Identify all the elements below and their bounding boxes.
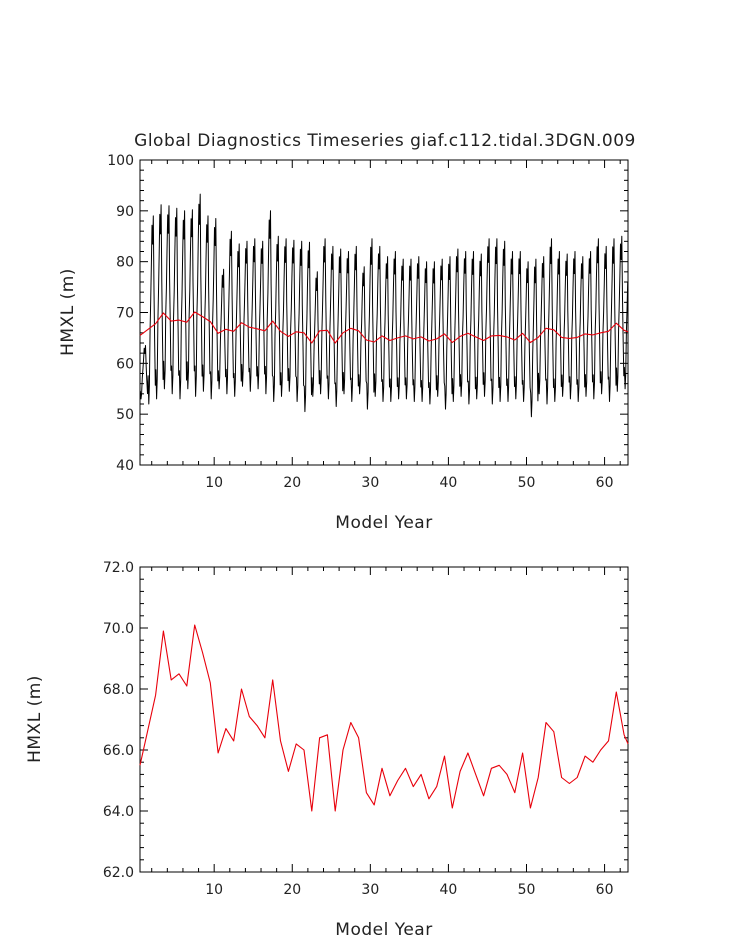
y-tick-label: 70.0 bbox=[103, 621, 134, 637]
x-tick-label: 60 bbox=[596, 475, 614, 491]
y-tick-label: 80 bbox=[116, 255, 134, 271]
y-axis-label-bottom: HMXL (m) bbox=[25, 675, 45, 763]
y-tick-label: 72.0 bbox=[103, 560, 134, 576]
y-tick-label: 62.0 bbox=[103, 865, 134, 881]
series-group-bottom bbox=[139, 624, 629, 812]
annual-mean-series-line bbox=[139, 311, 629, 344]
y-tick-label: 40 bbox=[116, 458, 134, 474]
x-tick-label: 50 bbox=[518, 475, 536, 491]
monthly-series-line bbox=[139, 193, 629, 418]
y-tick-label: 66.0 bbox=[103, 743, 134, 759]
y-tick-label: 64.0 bbox=[103, 804, 134, 820]
axes-bottom: 62.0 64.0 66.0 68.0 70.0 72.0 10 20 30 40 50 60 bbox=[103, 560, 628, 898]
x-tick-label: 10 bbox=[205, 882, 223, 898]
y-tick-label: 60 bbox=[116, 356, 134, 372]
x-tick-label: 20 bbox=[283, 475, 301, 491]
x-tick-label: 10 bbox=[205, 475, 223, 491]
x-tick-label: 50 bbox=[518, 882, 536, 898]
x-tick-label: 30 bbox=[361, 475, 379, 491]
plot-frame-bottom bbox=[139, 566, 629, 873]
chart-top: Global Diagnostics Timeseries giaf.c112.… bbox=[58, 131, 636, 533]
chart-title: Global Diagnostics Timeseries giaf.c112.… bbox=[134, 131, 636, 151]
annual-mean-series-line bbox=[139, 624, 629, 812]
y-tick-label: 68.0 bbox=[103, 682, 134, 698]
x-axis-label-top: Model Year bbox=[335, 513, 432, 533]
series-group-top bbox=[139, 193, 629, 418]
x-axis-label-bottom: Model Year bbox=[335, 920, 432, 940]
y-axis-label-top: HMXL (m) bbox=[58, 268, 78, 356]
x-tick-label: 30 bbox=[361, 882, 379, 898]
y-tick-label: 90 bbox=[116, 204, 134, 220]
x-tick-label: 40 bbox=[440, 475, 458, 491]
x-tick-label: 60 bbox=[596, 882, 614, 898]
y-tick-label: 100 bbox=[107, 153, 134, 169]
chart-bottom: 62.0 64.0 66.0 68.0 70.0 72.0 10 20 30 40 50 60 Mod… bbox=[25, 560, 629, 940]
axes-top: 40 50 60 70 80 90 100 10 20 30 40 50 60 bbox=[107, 153, 628, 491]
x-tick-label: 20 bbox=[283, 882, 301, 898]
x-tick-label: 40 bbox=[440, 882, 458, 898]
y-tick-label: 50 bbox=[116, 407, 134, 423]
y-tick-label: 70 bbox=[116, 306, 134, 322]
